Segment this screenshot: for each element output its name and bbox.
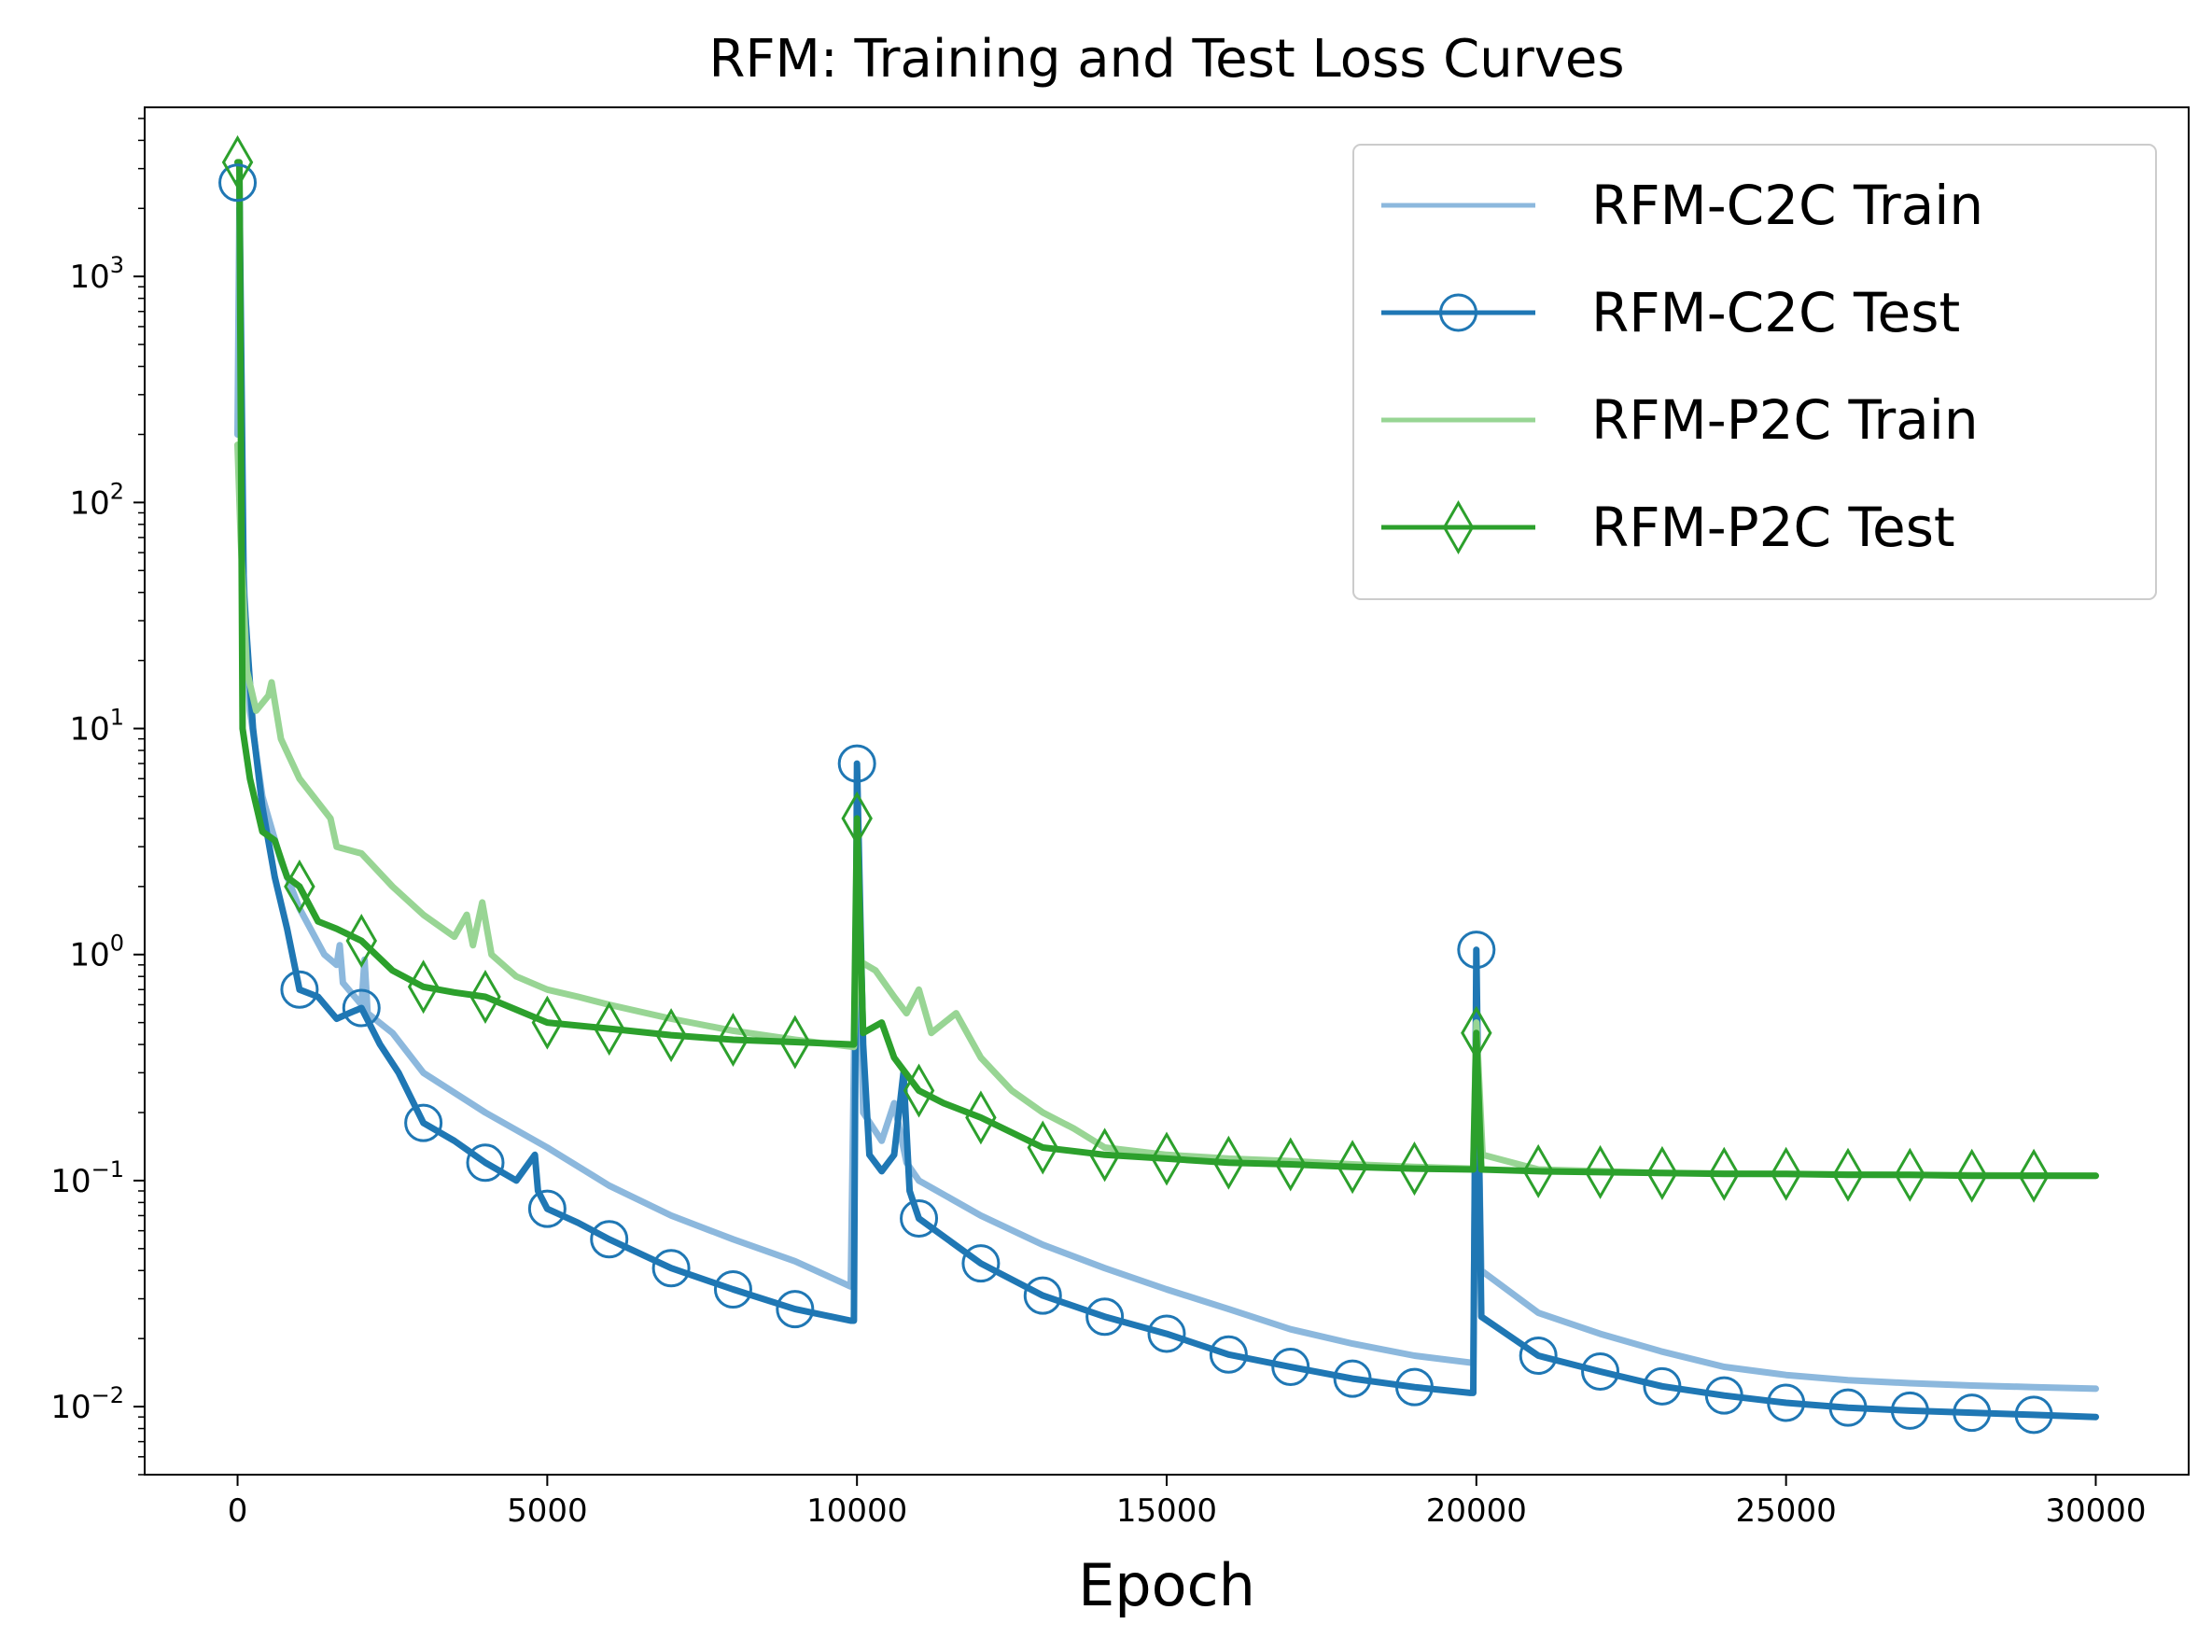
- data-point-marker: [1398, 1141, 1431, 1197]
- data-point-marker: [1394, 1367, 1434, 1407]
- x-tick-label: 0: [228, 1492, 248, 1530]
- data-point-marker: [1770, 1146, 1802, 1201]
- data-point-marker: [1337, 1140, 1368, 1195]
- data-point-marker: [593, 1001, 625, 1057]
- x-tick-label: 15000: [1116, 1492, 1217, 1530]
- data-point-marker: [407, 959, 440, 1015]
- data-point-marker: [1953, 1393, 1992, 1433]
- data-point-marker: [1894, 1147, 1926, 1202]
- data-point-marker: [531, 995, 564, 1050]
- data-point-marker: [713, 1270, 752, 1309]
- data-point-marker: [655, 1008, 687, 1063]
- data-point-marker: [1832, 1147, 1864, 1202]
- y-tick-label: 102: [69, 478, 124, 522]
- x-tick-label: 20000: [1426, 1492, 1527, 1530]
- data-point-marker: [1890, 1391, 1929, 1430]
- data-point-marker: [900, 1198, 939, 1238]
- data-point-marker: [1085, 1297, 1125, 1337]
- data-point-marker: [1955, 1148, 1988, 1203]
- series-layer: [218, 134, 2099, 1435]
- data-point-marker: [2018, 1148, 2050, 1203]
- x-axis: 0 5000 10000 15000 20000 25000 30000: [228, 1475, 2147, 1530]
- legend-label: RFM-P2C Test: [1591, 496, 1955, 559]
- x-tick-label: 30000: [2045, 1492, 2146, 1530]
- y-tick-label: 103: [69, 252, 124, 296]
- data-point-marker: [2014, 1395, 2053, 1435]
- chart-title: RFM: Training and Test Loss Curves: [708, 29, 1624, 90]
- legend-frame: [1352, 144, 2157, 600]
- y-tick-label: 101: [69, 705, 124, 749]
- y-tick-label: 100: [69, 931, 124, 974]
- data-point-marker: [1151, 1131, 1183, 1186]
- data-point-marker: [1271, 1347, 1310, 1386]
- y-tick-label: 10−2: [50, 1382, 124, 1426]
- data-point-marker: [1522, 1143, 1554, 1198]
- data-point-marker: [651, 1249, 691, 1288]
- data-point-marker: [841, 791, 873, 846]
- series-line-rfm-p2c-test: [234, 159, 2099, 1180]
- data-point-marker: [345, 914, 378, 969]
- data-point-marker: [965, 1090, 997, 1145]
- legend-marker: [1439, 293, 1477, 332]
- data-point-marker: [1704, 1376, 1743, 1415]
- x-axis-label: Epoch: [1078, 1551, 1255, 1619]
- data-point-marker: [1584, 1144, 1617, 1199]
- x-tick-label: 10000: [806, 1492, 907, 1530]
- y-tick-label: 10−1: [50, 1156, 124, 1200]
- data-point-marker: [1027, 1120, 1059, 1175]
- legend-marker: [1442, 499, 1475, 555]
- legend-label: RFM-C2C Test: [1591, 281, 1960, 344]
- data-point-marker: [404, 1103, 443, 1142]
- data-point-marker: [221, 134, 254, 189]
- data-point-marker: [218, 163, 258, 203]
- legend-label: RFM-P2C Train: [1591, 388, 1979, 452]
- data-point-marker: [1461, 1005, 1492, 1060]
- data-point-marker: [1457, 931, 1496, 970]
- data-point-marker: [280, 970, 319, 1009]
- y-axis: 10−2 10−1 100 101 102 103: [50, 118, 145, 1476]
- data-point-marker: [1767, 1383, 1806, 1422]
- data-point-marker: [837, 744, 876, 783]
- data-point-marker: [284, 859, 315, 914]
- data-point-marker: [776, 1290, 815, 1329]
- data-point-marker: [961, 1244, 1001, 1283]
- data-point-marker: [1209, 1335, 1248, 1374]
- x-tick-label: 5000: [507, 1492, 588, 1530]
- data-point-marker: [1333, 1359, 1372, 1398]
- data-point-marker: [717, 1012, 749, 1067]
- data-point-marker: [1147, 1314, 1186, 1353]
- data-point-marker: [1274, 1137, 1307, 1192]
- data-point-marker: [1023, 1276, 1062, 1315]
- data-point-marker: [1643, 1366, 1682, 1406]
- data-point-marker: [342, 988, 381, 1028]
- data-point-marker: [1581, 1351, 1620, 1391]
- x-tick-label: 25000: [1736, 1492, 1837, 1530]
- legend-label: RFM-C2C Train: [1591, 174, 1983, 237]
- data-point-marker: [1212, 1135, 1245, 1190]
- data-point-marker: [903, 1063, 935, 1118]
- data-point-marker: [1519, 1337, 1558, 1376]
- series-line-rfm-c2c-train: [234, 204, 2099, 1393]
- legend: RFM-C2C Train RFM-C2C Test RFM-P2C Train RF…: [1352, 144, 2157, 600]
- data-point-marker: [466, 1143, 505, 1183]
- data-point-marker: [1088, 1127, 1121, 1183]
- data-point-marker: [1828, 1388, 1868, 1427]
- data-point-marker: [469, 970, 501, 1025]
- data-point-marker: [590, 1220, 629, 1259]
- data-point-marker: [1646, 1145, 1678, 1200]
- data-point-marker: [1708, 1146, 1741, 1201]
- data-point-marker: [779, 1015, 811, 1070]
- data-point-marker: [527, 1189, 567, 1228]
